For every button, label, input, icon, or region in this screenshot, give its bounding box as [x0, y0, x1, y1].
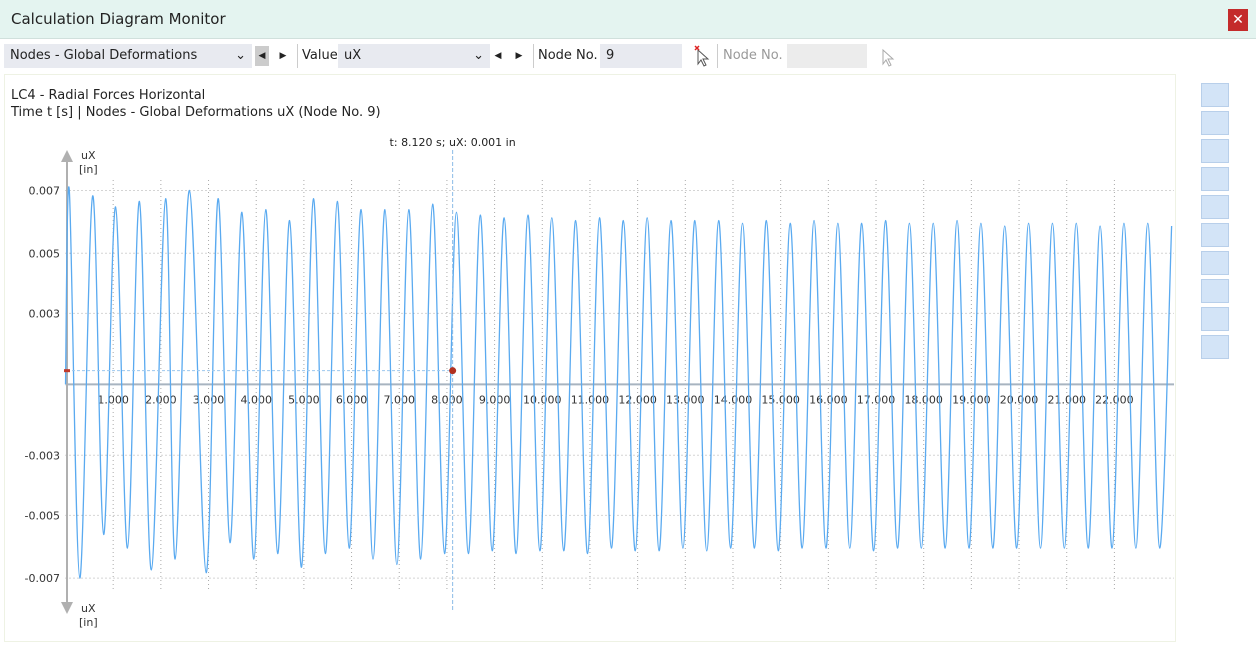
prev-button[interactable]: ◀	[255, 46, 269, 66]
zoom-reset[interactable]	[1201, 279, 1229, 303]
chart-subtitle: Time t [s] | Nodes - Global Deformations…	[11, 105, 381, 120]
next-value-button[interactable]: ▶	[515, 51, 523, 61]
y-tick-label: -0.003	[25, 449, 60, 462]
pick-node-button[interactable]	[690, 44, 712, 68]
node-value: 9	[606, 48, 615, 63]
tool-button[interactable]	[1201, 83, 1229, 107]
close-button[interactable]: ✕	[1228, 9, 1248, 31]
x-tick-label: 7.000	[383, 393, 415, 406]
chart: 0.007 0.005 0.003 -0.003 -0.005 -0.007 1.000 2.…	[25, 136, 1174, 629]
x-tick-label: 8.000	[431, 393, 463, 406]
value-label: Value	[302, 48, 338, 63]
separator	[533, 44, 534, 68]
cursor-y-marker	[64, 369, 70, 373]
node-label: Node No.	[538, 48, 598, 63]
y-tick-label: -0.007	[25, 572, 60, 585]
x-tick-label: 16.000	[809, 393, 848, 406]
chart-title: LC4 - Radial Forces Horizontal	[11, 88, 206, 103]
node-input-2	[787, 44, 867, 68]
x-tick-label: 5.000	[288, 393, 320, 406]
x-tick-label: 22.000	[1095, 393, 1134, 406]
y-tick-label: 0.003	[29, 307, 61, 320]
value-dropdown[interactable]: uX ⌄	[338, 44, 490, 68]
separator	[717, 44, 718, 68]
y-axis-unit: [in]	[79, 163, 98, 176]
pick-node-button-2	[882, 48, 895, 67]
x-tick-label: 19.000	[952, 393, 991, 406]
x-tick-label: 1.000	[97, 393, 129, 406]
zoom-out-x[interactable]	[1201, 195, 1229, 219]
result-type: Nodes - Global Deformations	[10, 48, 198, 63]
zoom-in-x[interactable]	[1201, 167, 1229, 191]
y-axis-label: uX	[81, 602, 96, 615]
title-bar: Calculation Diagram Monitor	[0, 0, 1256, 39]
data-line	[64, 186, 1173, 579]
x-tick-label: 15.000	[761, 393, 800, 406]
plot-area	[64, 186, 1173, 579]
x-tick-label: 21.000	[1047, 393, 1086, 406]
y-axis-arrow	[61, 602, 73, 614]
tool-button[interactable]	[1201, 139, 1229, 163]
tool-button[interactable]	[1201, 307, 1229, 331]
y-tick-label: -0.005	[25, 509, 60, 522]
x-tick-label: 18.000	[904, 393, 943, 406]
x-tick-label: 11.000	[571, 393, 610, 406]
x-tick-label: 12.000	[618, 393, 657, 406]
cursor-point	[449, 367, 457, 375]
tool-button[interactable]	[1201, 335, 1229, 359]
value: uX	[344, 48, 362, 63]
x-tick-label: 13.000	[666, 393, 705, 406]
tool-button[interactable]	[1201, 111, 1229, 135]
x-tick-label: 10.000	[523, 393, 562, 406]
x-tick-label: 17.000	[857, 393, 896, 406]
window-title: Calculation Diagram Monitor	[11, 10, 226, 28]
separator	[297, 44, 298, 68]
cursor-label: t: 8.120 s; uX: 0.001 in	[390, 136, 516, 149]
x-tick-label: 14.000	[714, 393, 753, 406]
y-axis-arrow	[61, 150, 73, 162]
y-tick-label: 0.005	[29, 247, 61, 260]
x-tick-label: 3.000	[193, 393, 225, 406]
x-tick-label: 9.000	[479, 393, 511, 406]
prev-value-button[interactable]: ◀	[494, 51, 502, 61]
chart-panel	[4, 74, 1176, 642]
zoom-in-y[interactable]	[1201, 223, 1229, 247]
x-tick-label: 20.000	[1000, 393, 1039, 406]
x-tick-label: 4.000	[240, 393, 272, 406]
zoom-out-y[interactable]	[1201, 251, 1229, 275]
node-label-2: Node No.	[723, 48, 783, 63]
x-tick-label: 6.000	[336, 393, 368, 406]
node-input[interactable]: 9	[600, 44, 682, 68]
result-type-dropdown[interactable]: Nodes - Global Deformations ⌄	[4, 44, 252, 68]
y-axis-label: uX	[81, 149, 96, 162]
x-tick-label: 2.000	[145, 393, 177, 406]
y-axis-unit: [in]	[79, 616, 98, 629]
y-tick-label: 0.007	[29, 184, 61, 197]
next-button[interactable]: ▶	[279, 51, 287, 61]
